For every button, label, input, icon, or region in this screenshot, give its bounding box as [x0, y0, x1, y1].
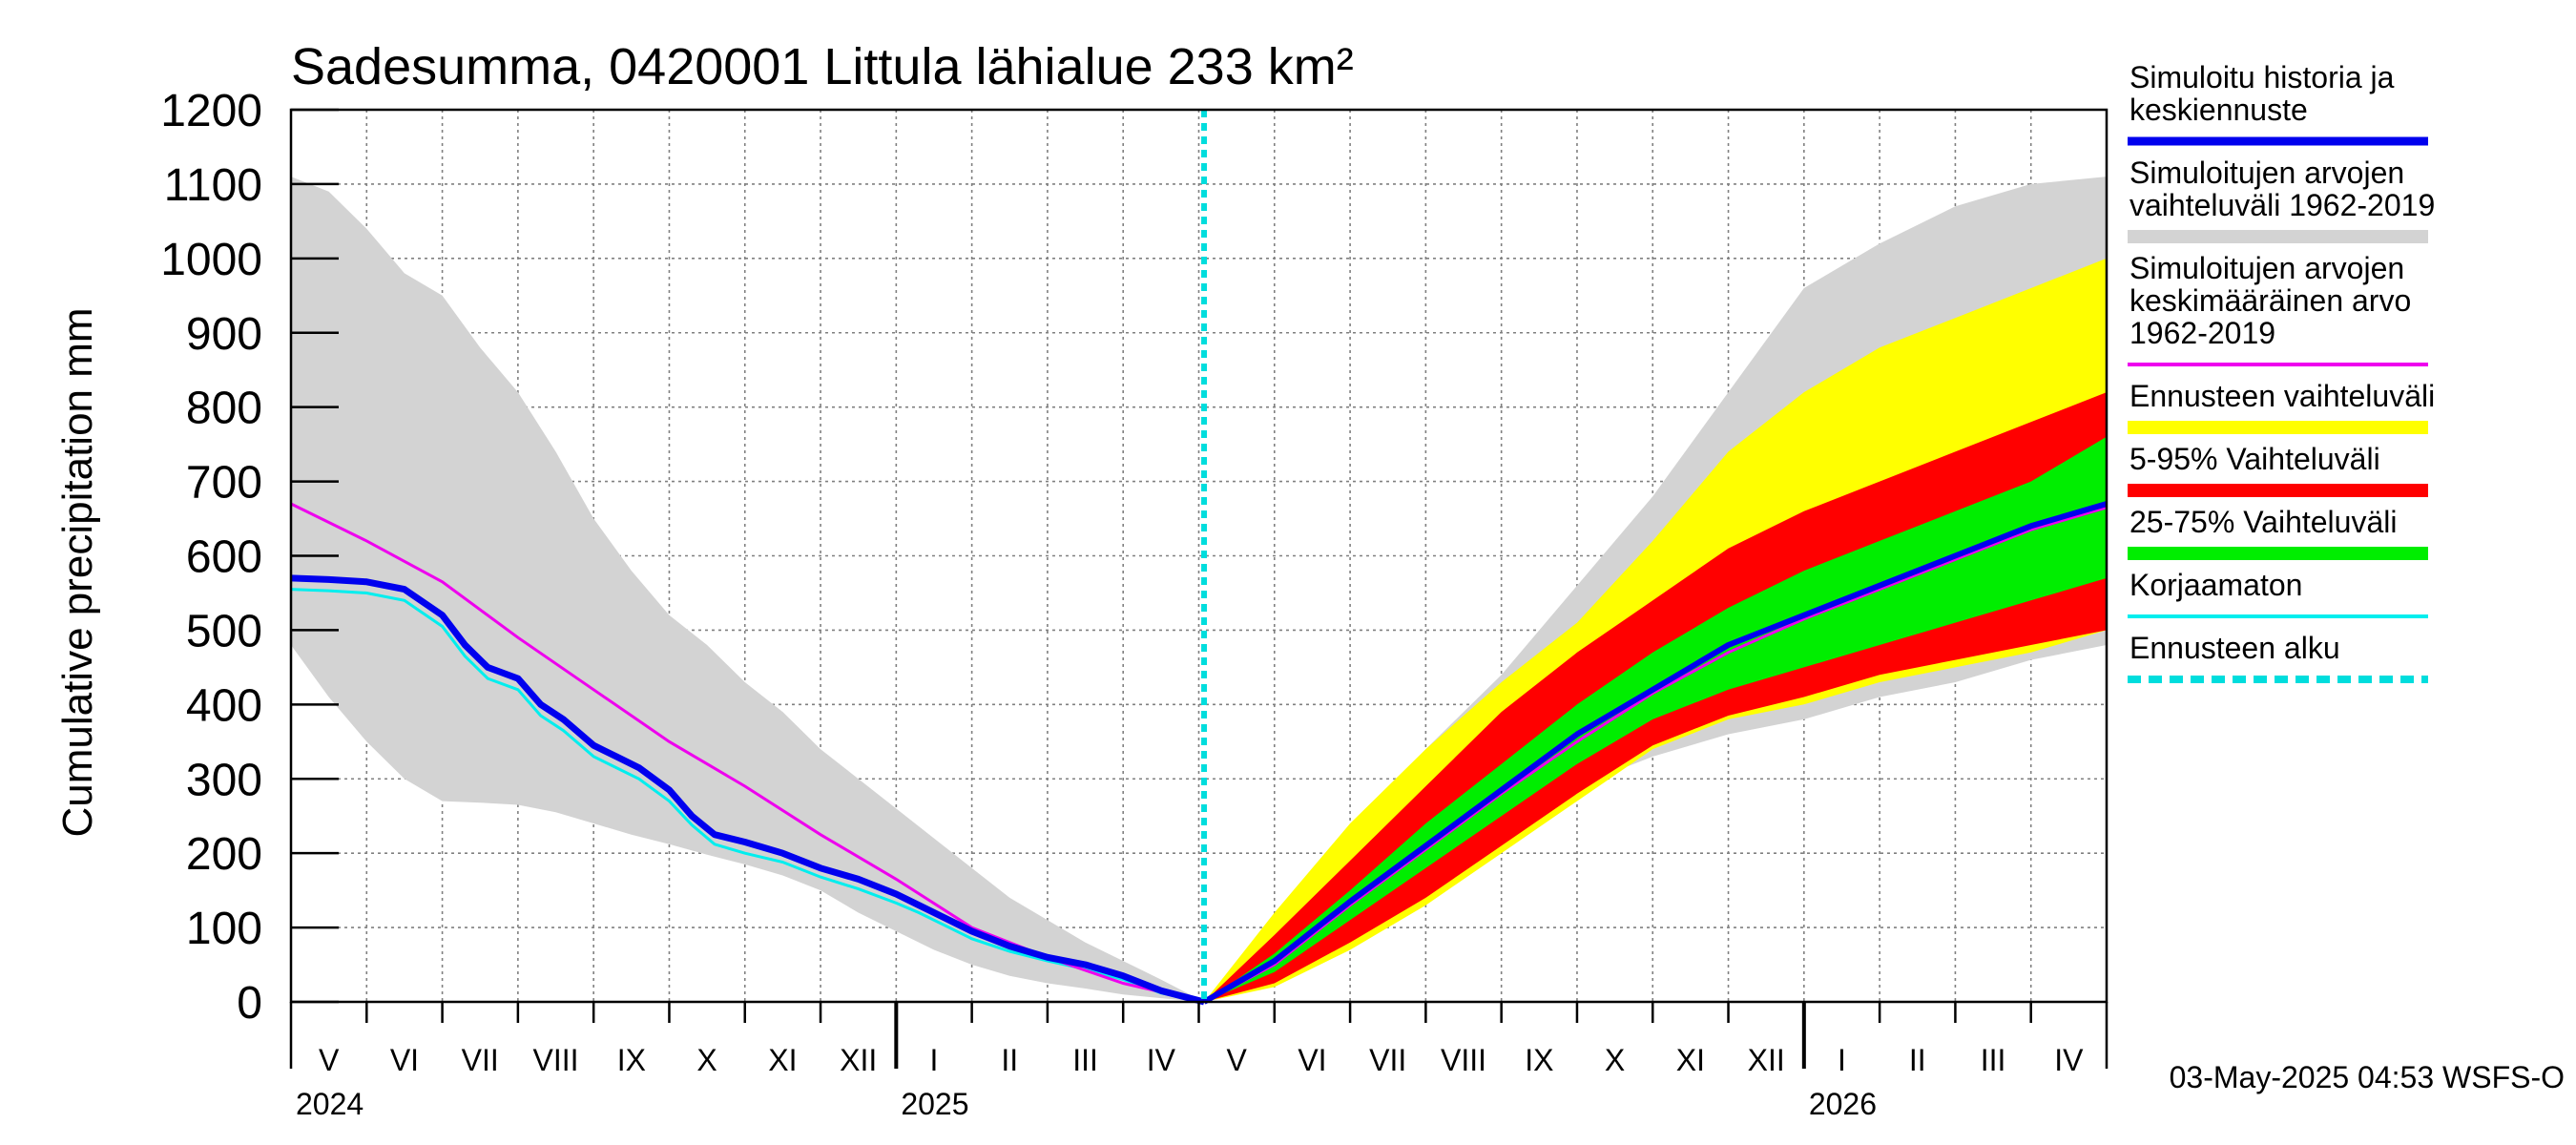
month-label: VI	[390, 1043, 419, 1077]
legend-label: 5-95% Vaihteluväli	[2129, 442, 2380, 476]
legend-label: Simuloitu historia ja	[2129, 60, 2395, 94]
month-label: VII	[462, 1043, 499, 1077]
month-label: VII	[1369, 1043, 1406, 1077]
simulated-history-line	[290, 574, 1205, 1006]
month-label: I	[930, 1043, 939, 1077]
forecast-mean-line	[1202, 501, 2108, 1005]
month-label: I	[1838, 1043, 1846, 1077]
month-label: II	[1001, 1043, 1018, 1077]
axes: 0 100 200 300 400 500 600 700 800 900 1000 1100 1200…	[160, 86, 2109, 1121]
y-tick-label: 200	[186, 829, 262, 880]
year-label: 2024	[296, 1087, 364, 1121]
chart-title: Sadesumma, 0420001 Littula lähialue 233 …	[291, 38, 1354, 95]
legend-label: Simuloitujen arvojen	[2129, 156, 2404, 190]
series-bands	[291, 177, 2107, 1003]
y-tick-label: 800	[186, 384, 262, 434]
month-label: V	[1226, 1043, 1247, 1077]
month-label: III	[1072, 1043, 1098, 1077]
legend-label: keskiennuste	[2129, 93, 2308, 127]
y-tick-label: 500	[186, 606, 262, 656]
month-label: VIII	[1441, 1043, 1486, 1077]
legend-label: keskimääräinen arvo	[2129, 283, 2411, 318]
legend-label: vaihteluväli 1962-2019	[2129, 188, 2435, 222]
month-label: V	[319, 1043, 340, 1077]
legend-label: Simuloitujen arvojen	[2129, 251, 2404, 285]
legend-label: Ennusteen alku	[2129, 631, 2340, 665]
year-label: 2025	[901, 1087, 968, 1121]
month-label: IX	[617, 1043, 646, 1077]
month-label: VIII	[533, 1043, 579, 1077]
legend-label: 25-75% Vaihteluväli	[2129, 505, 2397, 539]
month-label: IX	[1525, 1043, 1553, 1077]
month-label: XII	[840, 1043, 877, 1077]
month-label: III	[1981, 1043, 2006, 1077]
forecast-25-75-band	[1204, 436, 2107, 1002]
month-label: II	[1909, 1043, 1926, 1077]
historical-range-band	[291, 177, 1205, 1003]
y-tick-label: 900	[186, 309, 262, 360]
legend-label: 1962-2019	[2129, 316, 2275, 350]
month-label: VI	[1298, 1043, 1326, 1077]
year-label: 2026	[1809, 1087, 1877, 1121]
y-tick-label: 300	[186, 755, 262, 805]
forecast-period-mean-line	[1203, 506, 2108, 1004]
y-tick-label: 1000	[160, 235, 262, 285]
month-label: IV	[2054, 1043, 2084, 1077]
y-tick-label: 400	[186, 680, 262, 731]
y-tick-label: 600	[186, 532, 262, 583]
legend-label: Korjaamaton	[2129, 568, 2302, 602]
month-label: XII	[1748, 1043, 1785, 1077]
month-label: XI	[768, 1043, 797, 1077]
month-label: IV	[1147, 1043, 1176, 1077]
timestamp: 03-May-2025 04:53 WSFS-O	[2170, 1060, 2565, 1094]
series-lines	[290, 110, 2108, 1006]
uncorrected-line	[290, 588, 1205, 1004]
month-label: XI	[1676, 1043, 1705, 1077]
month-label: X	[1605, 1043, 1625, 1077]
y-tick-label: 1200	[160, 86, 262, 136]
month-label: X	[696, 1043, 717, 1077]
y-tick-label: 1100	[164, 160, 262, 211]
y-tick-label: 100	[186, 904, 262, 954]
legend-label: Ennusteen vaihteluväli	[2129, 379, 2435, 413]
y-axis-label: Cumulative precipitation mm	[54, 307, 101, 837]
y-tick-label: 700	[186, 458, 262, 509]
y-tick-label: 0	[237, 978, 262, 1029]
